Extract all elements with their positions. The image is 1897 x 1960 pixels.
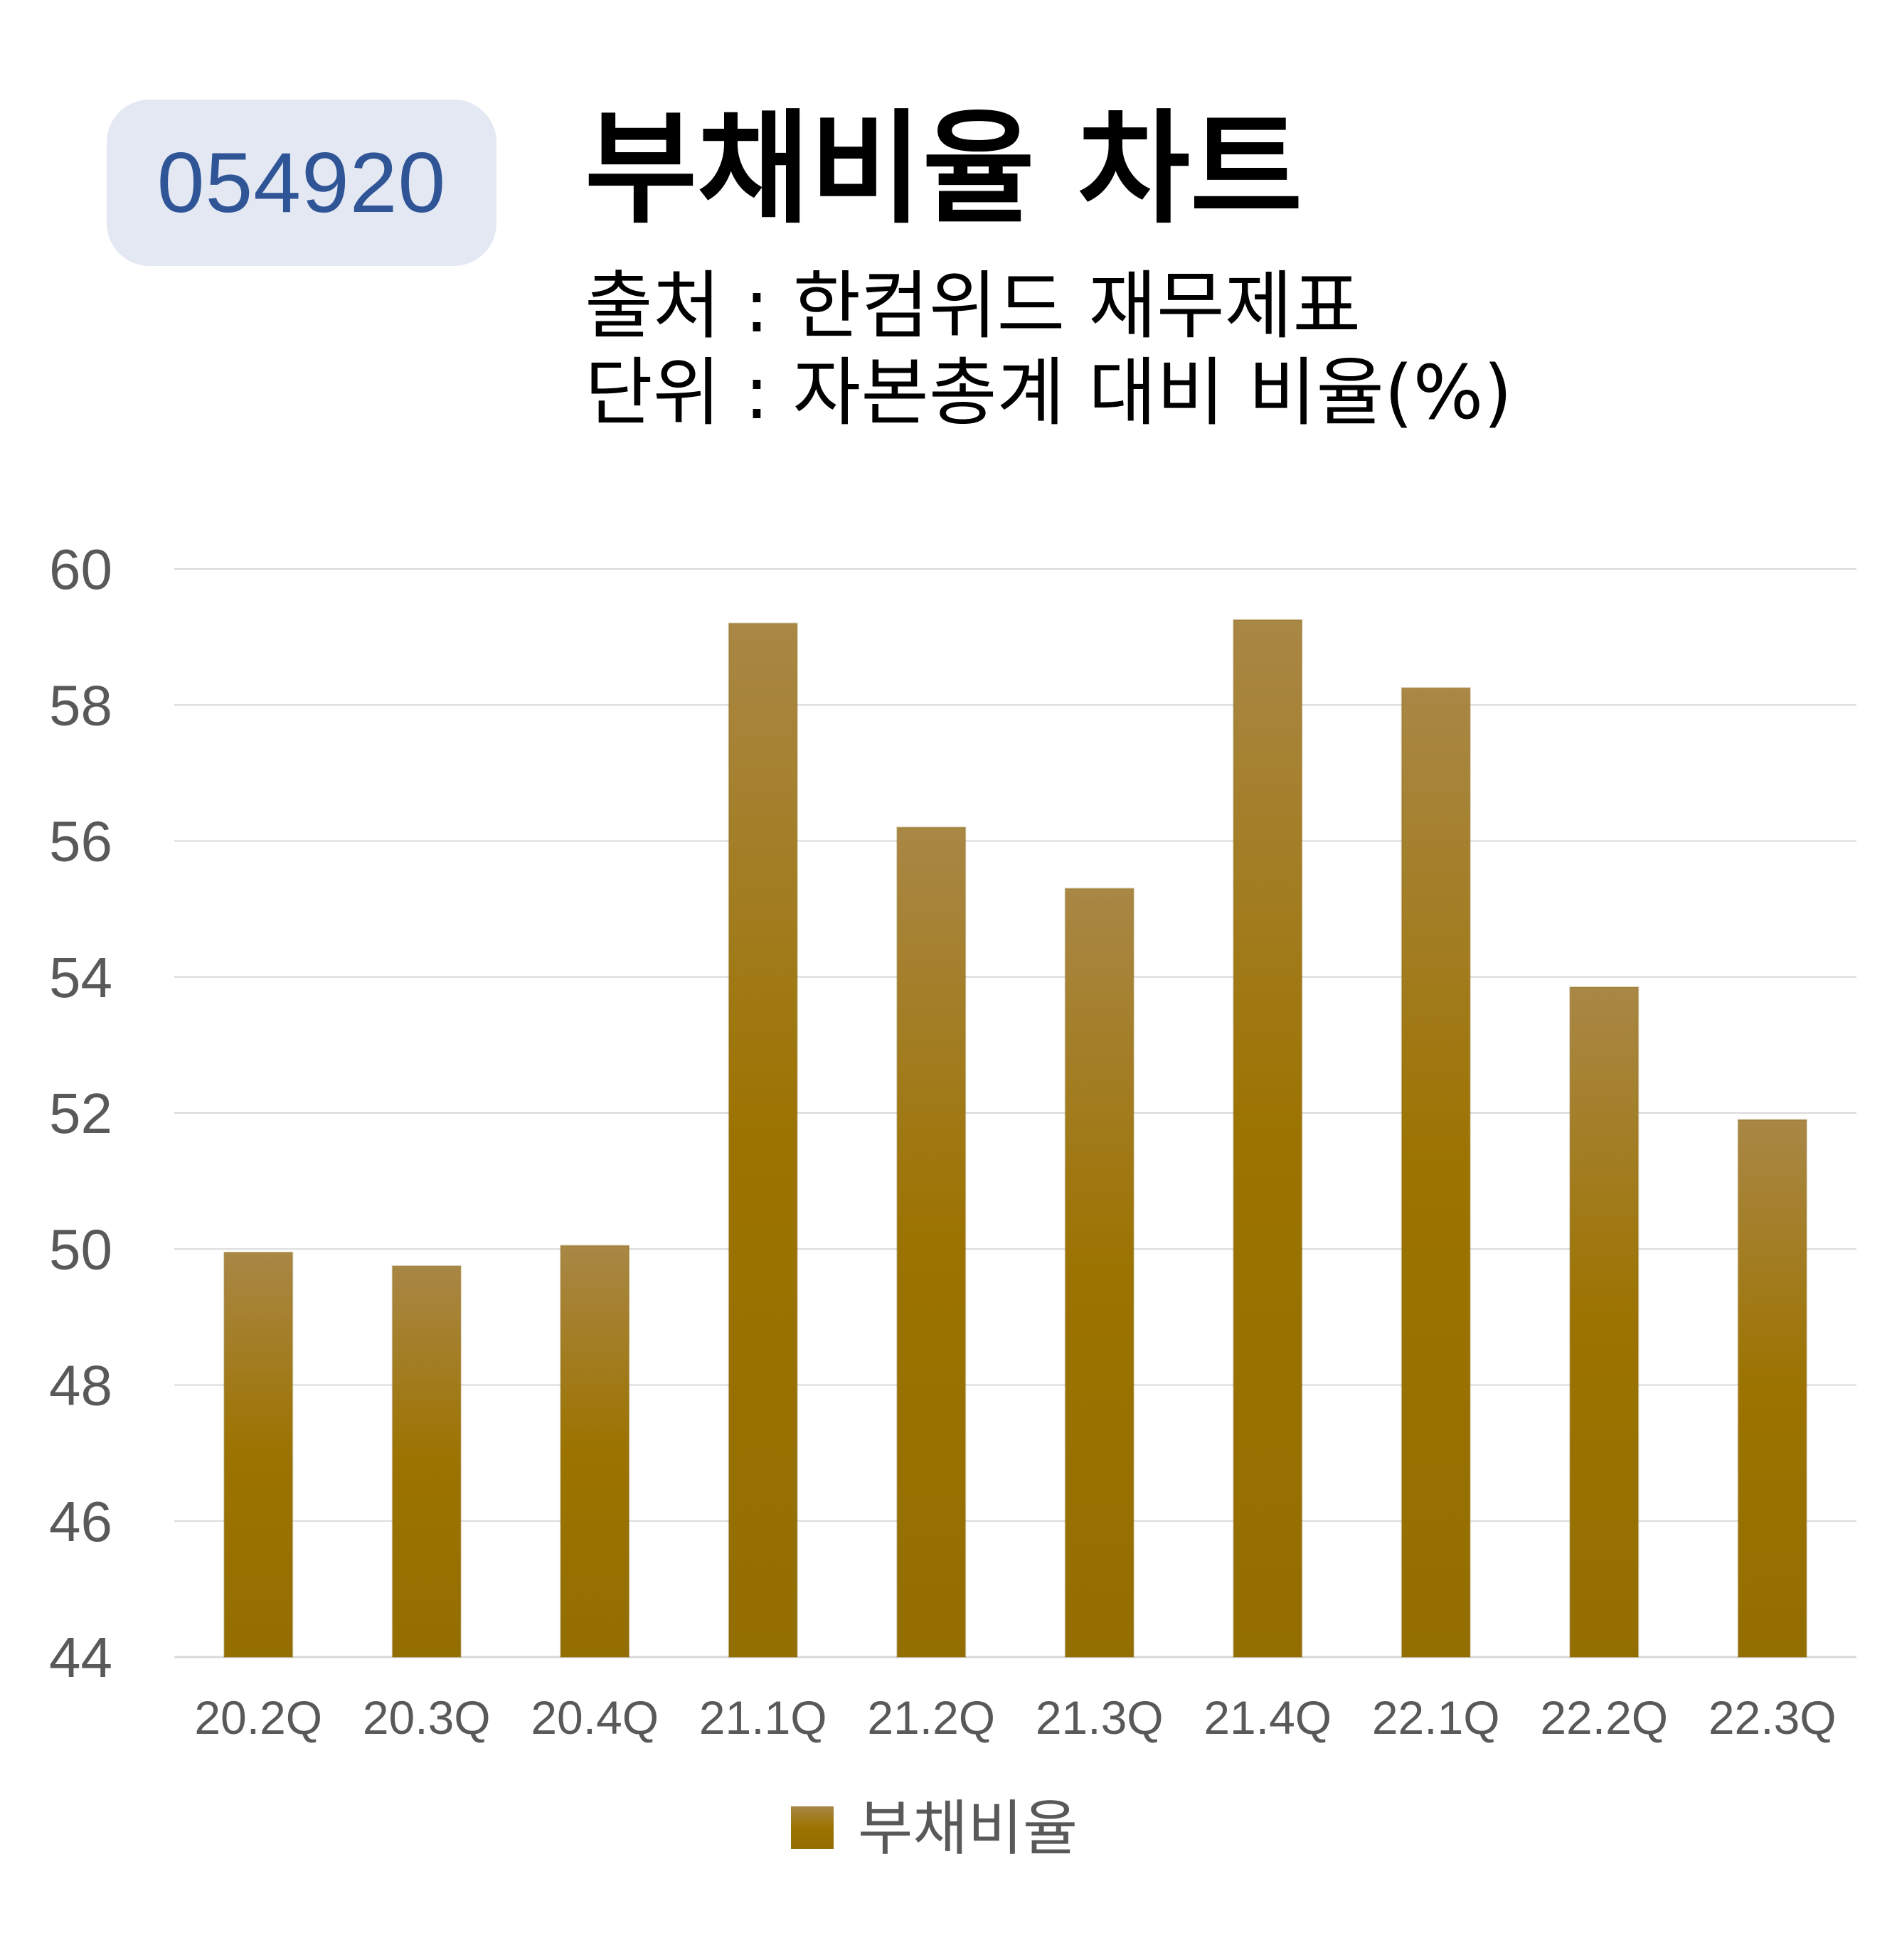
y-tick-label: 58 [49, 673, 112, 737]
y-axis-ticks: 44 46 48 50 52 54 56 58 60 [49, 538, 112, 1689]
bar-21.4Q [1233, 619, 1303, 1658]
y-tick-label: 54 [49, 946, 112, 1009]
bar-21.2Q [896, 826, 967, 1658]
y-tick-label: 56 [49, 810, 112, 873]
x-tick-label: 22.1Q [1372, 1691, 1500, 1744]
x-tick-label: 20.3Q [363, 1691, 491, 1744]
x-tick-label: 22.2Q [1540, 1691, 1668, 1744]
bar-20.4Q [560, 1245, 630, 1658]
x-tick-label: 20.4Q [531, 1691, 659, 1744]
x-tick-label: 21.2Q [867, 1691, 995, 1744]
grid-lines [174, 568, 1856, 1658]
stock-code: 054920 [156, 135, 447, 230]
stock-code-badge: 054920 [107, 100, 496, 266]
x-tick-label: 22.3Q [1709, 1691, 1837, 1744]
y-tick-label: 46 [49, 1490, 112, 1553]
y-tick-label: 48 [49, 1354, 112, 1417]
x-axis-ticks: 20.2Q 20.3Q 20.4Q 21.1Q 21.2Q 21.3Q 21.4Q 22.1Q… [194, 1691, 1836, 1744]
y-tick-label: 60 [49, 538, 112, 601]
chart-title: 부채비율 차트 [585, 97, 1303, 240]
unit-note: 단위 : 자본총계 대비 비율(%) [585, 349, 1513, 436]
legend: 부채비율 [791, 1794, 1078, 1863]
bar-20.2Q [223, 1252, 294, 1658]
bar-22.2Q [1569, 986, 1640, 1658]
bar-22.1Q [1401, 687, 1471, 1658]
bar-21.3Q [1064, 888, 1135, 1658]
y-tick-label: 52 [49, 1082, 112, 1145]
bar-22.3Q [1737, 1119, 1807, 1658]
bar-20.3Q [391, 1265, 462, 1658]
x-tick-label: 20.2Q [194, 1691, 322, 1744]
legend-swatch [791, 1806, 834, 1849]
x-tick-label: 21.1Q [699, 1691, 827, 1744]
source-note: 출처 : 한컴위드 재무제표 [585, 262, 1361, 349]
x-tick-label: 21.4Q [1203, 1691, 1332, 1744]
y-tick-label: 44 [49, 1626, 112, 1689]
bar-21.1Q [728, 622, 798, 1658]
bars [223, 619, 1807, 1658]
y-tick-label: 50 [49, 1218, 112, 1281]
legend-label-debt-ratio: 부채비율 [858, 1794, 1078, 1863]
x-tick-label: 21.3Q [1036, 1691, 1164, 1744]
